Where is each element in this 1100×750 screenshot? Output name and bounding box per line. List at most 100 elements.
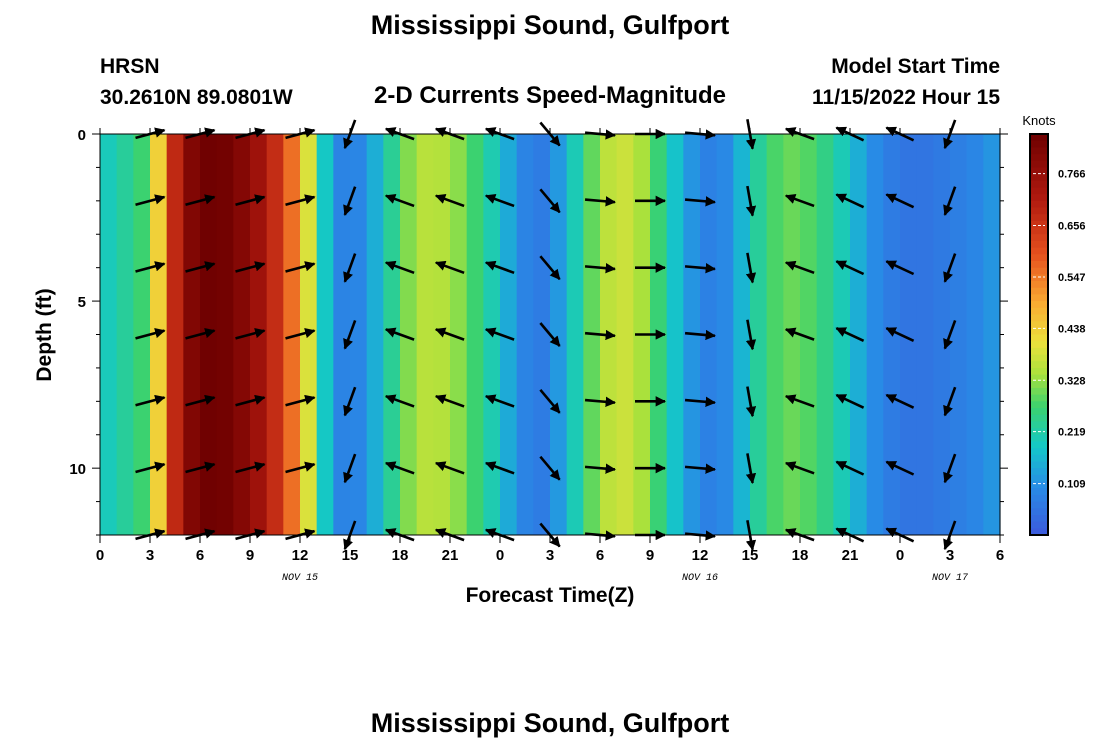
x-tick-label: 6	[196, 547, 204, 564]
colorbar-tick-label: 0.438	[1058, 323, 1086, 335]
colorbar-segment	[1030, 461, 1048, 469]
current-vector-arrow	[235, 194, 266, 206]
colorbar-segment	[1030, 481, 1048, 489]
date-label: NOV 16	[682, 573, 718, 584]
colorbar-segment	[1030, 508, 1048, 516]
station-id: HRSN	[100, 55, 160, 78]
heatmap-cell	[733, 134, 751, 535]
current-vector-arrow	[885, 393, 915, 409]
x-tick-label: 0	[96, 547, 104, 564]
x-tick-label: 3	[546, 547, 554, 564]
current-vector-arrow	[784, 260, 815, 275]
heatmap-cell	[966, 134, 984, 535]
heatmap-cell	[416, 134, 434, 535]
colorbar-segment	[1030, 287, 1048, 295]
model-start-value: 11/15/2022 Hour 15	[812, 86, 1000, 109]
colorbar-segment	[1030, 408, 1048, 416]
current-vector-arrow	[943, 386, 957, 417]
colorbar: Knots 0.109 0.219 0.328 0.438 0.547 0.656 0.766	[1022, 113, 1086, 536]
colorbar-segment	[1030, 514, 1048, 523]
current-vector-arrow	[135, 194, 166, 206]
current-vector-arrow	[235, 461, 266, 474]
date-label: NOV 17	[932, 573, 968, 584]
colorbar-segment	[1030, 454, 1048, 463]
colorbar-segment	[1030, 468, 1048, 476]
colorbar-segment	[1030, 274, 1048, 282]
current-vector-arrow	[745, 386, 757, 418]
heatmap-cell	[750, 134, 768, 535]
heatmap-cell	[333, 134, 351, 535]
colorbar-segment	[1030, 528, 1048, 536]
current-vector-arrow	[784, 394, 815, 408]
x-tick-label: 15	[742, 547, 759, 564]
colorbar-segment	[1030, 260, 1048, 269]
colorbar-segment	[1030, 174, 1048, 182]
current-vector-arrow	[745, 185, 757, 217]
current-vector-arrow	[885, 193, 915, 209]
colorbar-segment	[1030, 147, 1048, 155]
current-vector-arrow	[434, 260, 465, 275]
colorbar-segment	[1030, 281, 1048, 289]
y-tick-label: 0	[78, 127, 86, 144]
heatmap-cell	[666, 134, 684, 535]
colorbar-segment	[1030, 267, 1048, 275]
heatmap-cell	[166, 134, 184, 535]
current-vector-arrow	[835, 460, 865, 476]
colorbar-segment	[1030, 200, 1048, 209]
current-vector-arrow	[434, 327, 465, 341]
current-vector-arrow	[684, 262, 716, 274]
colorbar-tick-label: 0.656	[1058, 221, 1086, 233]
current-vector-arrow	[484, 194, 515, 208]
current-vector-arrow	[185, 194, 216, 206]
colorbar-segment	[1030, 394, 1048, 402]
colorbar-segment	[1030, 220, 1048, 229]
current-vector-arrow	[285, 194, 316, 206]
axes: 0 3 6 9 12 15 18 21 0 3 6 9 12 15 18 21 0 3 6 NOV 15 NOV 16 N…	[69, 127, 1008, 584]
heatmap-cell	[350, 134, 368, 535]
heatmap-cell	[983, 134, 1001, 535]
current-vector-arrow	[384, 194, 415, 208]
colorbar-segment	[1030, 247, 1048, 255]
colorbar-segment	[1030, 314, 1048, 322]
colorbar-segment	[1030, 374, 1048, 382]
current-vector-arrow	[343, 186, 357, 216]
heatmap-cell	[500, 134, 518, 535]
chart-subtitle: 2-D Currents Speed-Magnitude	[373, 82, 727, 109]
current-vector-arrow	[584, 262, 616, 274]
colorbar-segment	[1030, 327, 1048, 336]
heatmap-cell	[283, 134, 301, 535]
heatmap-cell	[400, 134, 418, 535]
heatmap-cell	[766, 134, 784, 535]
current-vector-arrow	[434, 394, 465, 408]
colorbar-tick-label: 0.547	[1058, 272, 1086, 284]
current-vector-arrow	[343, 319, 357, 350]
x-tick-label: 12	[692, 547, 709, 564]
colorbar-tick-label: 0.766	[1058, 169, 1086, 181]
heatmap-cell	[816, 134, 834, 535]
colorbar-segment	[1030, 134, 1048, 142]
colorbar-segment	[1030, 154, 1048, 162]
colorbar-frame	[1029, 133, 1049, 536]
station-coordinates: 30.2610N 89.0801W	[100, 86, 293, 109]
colorbar-segment	[1030, 361, 1048, 369]
heatmap-cell	[233, 134, 251, 535]
current-vector-arrow	[135, 394, 166, 407]
current-vector-arrow	[185, 261, 216, 273]
current-vector-arrow	[285, 328, 316, 340]
colorbar-segment	[1030, 301, 1048, 309]
x-tick-label: 6	[596, 547, 604, 564]
current-vector-arrow	[135, 261, 166, 273]
colorbar-segment	[1030, 501, 1048, 509]
colorbar-segment	[1030, 347, 1048, 356]
colorbar-tick-label: 0.328	[1058, 375, 1086, 387]
current-vector-arrow	[684, 329, 716, 341]
current-vector-arrow	[539, 322, 561, 347]
colorbar-segment	[1030, 307, 1048, 316]
colorbar-segment	[1030, 294, 1048, 302]
colorbar-title: Knots	[1022, 113, 1056, 128]
date-label: NOV 15	[282, 573, 318, 584]
current-vector-arrow	[384, 394, 415, 408]
heatmap-cell	[850, 134, 868, 535]
heatmap-cell	[916, 134, 934, 535]
current-vector-arrow	[434, 194, 465, 208]
